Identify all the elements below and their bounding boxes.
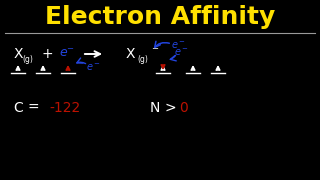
Text: −: − [93,61,99,67]
Text: −: − [67,44,74,53]
Text: X: X [13,47,23,61]
Text: =: = [27,101,39,115]
Text: e: e [87,62,93,72]
Text: e: e [59,46,67,60]
Text: N: N [150,101,160,115]
Text: (g): (g) [23,55,33,64]
Text: C: C [13,101,23,115]
Text: −: − [181,46,187,52]
Text: X: X [125,47,135,61]
Text: e: e [175,47,181,57]
Text: -122: -122 [49,101,81,115]
Text: −: − [178,39,184,45]
Text: >: > [164,101,176,115]
Text: −: − [151,44,158,53]
Text: +: + [41,47,53,61]
Text: Electron Affinity: Electron Affinity [45,5,275,29]
Text: e: e [172,40,178,50]
Text: 0: 0 [179,101,188,115]
Text: (g): (g) [138,55,148,64]
